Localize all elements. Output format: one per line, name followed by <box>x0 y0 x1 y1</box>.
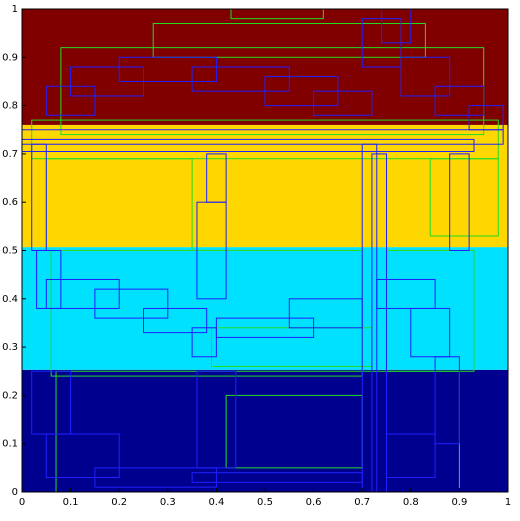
box <box>434 356 460 445</box>
x-tick-label: 0.5 <box>257 497 273 508</box>
x-tick-label: 0.2 <box>111 497 127 508</box>
x-tick-label: 0.3 <box>160 497 176 508</box>
box <box>468 105 504 131</box>
y-tick-label: 1 <box>12 4 18 15</box>
x-tick-label: 0.9 <box>451 497 467 508</box>
box <box>371 153 388 492</box>
box <box>313 90 373 116</box>
box <box>22 138 475 152</box>
boxes <box>22 9 504 492</box>
box <box>449 153 470 251</box>
box <box>191 472 363 483</box>
x-tick-label: 0.8 <box>403 497 419 508</box>
y-tick-label: 0.7 <box>2 149 18 160</box>
box <box>22 129 504 145</box>
y-tick-label: 0.2 <box>2 390 18 401</box>
box <box>434 85 485 116</box>
x-tick-label: 0.7 <box>354 497 370 508</box>
x-tick-label: 0.4 <box>208 497 224 508</box>
box <box>206 153 227 203</box>
y-tick-label: 0.4 <box>2 294 18 305</box>
y-tick-label: 0 <box>12 487 18 498</box>
x-tick-label: 0.6 <box>306 497 322 508</box>
box <box>191 327 217 358</box>
box <box>386 433 436 479</box>
box <box>94 288 169 319</box>
box <box>45 278 120 309</box>
y-tick-label: 0.1 <box>2 439 18 450</box>
box <box>196 370 237 469</box>
box <box>118 56 217 82</box>
box <box>288 298 363 329</box>
box <box>400 56 451 97</box>
x-tick-label: 0.1 <box>63 497 79 508</box>
box <box>230 9 324 20</box>
box <box>143 307 208 334</box>
box <box>191 66 290 92</box>
band <box>22 369 508 492</box>
y-tick-label: 0.5 <box>2 246 18 257</box>
y-tick-label: 0.9 <box>2 52 18 63</box>
box <box>45 433 120 479</box>
box <box>429 158 499 237</box>
y-tick-label: 0.6 <box>2 197 18 208</box>
box <box>152 22 426 58</box>
y-tick-label: 0.8 <box>2 101 18 112</box>
band <box>22 124 508 248</box>
box <box>94 467 217 488</box>
box <box>381 9 412 44</box>
x-tick-label: 1 <box>505 497 511 508</box>
box <box>376 278 436 309</box>
box <box>410 307 451 358</box>
y-tick-label: 0.3 <box>2 342 18 353</box>
x-tick-label: 0 <box>19 497 25 508</box>
